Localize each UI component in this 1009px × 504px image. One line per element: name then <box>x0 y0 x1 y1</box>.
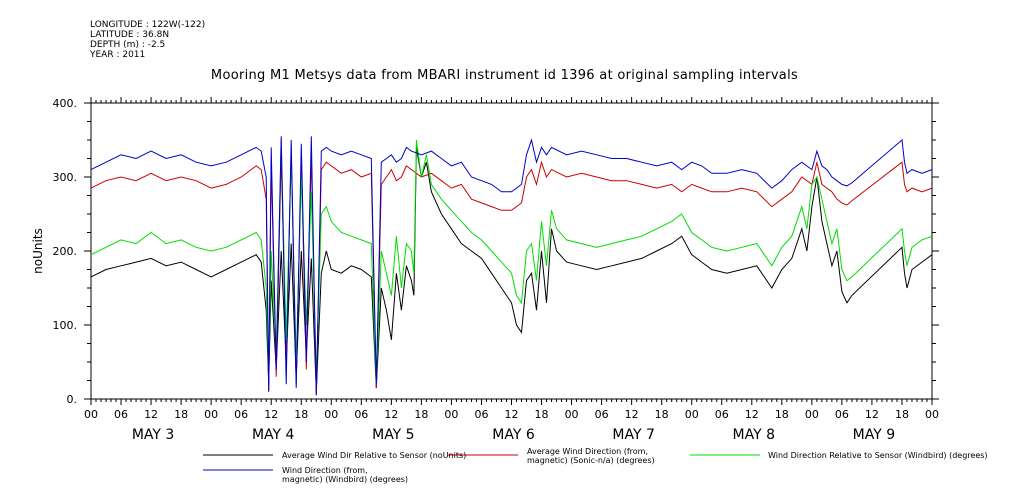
legend-text-series-3: Wind Direction Relative to Sensor (Windb… <box>768 451 988 460</box>
x-tick-label: 06 <box>234 408 248 421</box>
legend-text-series-2-line-2: magnetic) (Sonic-n/a) (degrees) <box>527 456 655 465</box>
legend-text-series-4-line-1: Wind Direction (from, <box>282 466 368 475</box>
x-tick-label: 12 <box>264 408 278 421</box>
legend-label-series-2: Average Wind Direction (from, magnetic) … <box>527 447 655 465</box>
day-label: MAY 6 <box>492 427 535 443</box>
series-line-1 <box>90 147 933 392</box>
series-line-3 <box>90 139 933 385</box>
x-tick-label: 12 <box>865 408 879 421</box>
legend-text-series-1: Average Wind Dir Relative to Sensor (noU… <box>282 451 467 460</box>
x-tick-label: 06 <box>835 408 849 421</box>
x-tick-label: 18 <box>414 408 428 421</box>
x-tick-label: 00 <box>444 408 458 421</box>
y-tick-label: 400. <box>53 97 78 110</box>
day-label: MAY 3 <box>132 427 174 443</box>
y-tick-label: 200. <box>53 245 78 258</box>
y-axis-label: noUnits <box>31 228 45 274</box>
x-tick-label: 06 <box>354 408 368 421</box>
legend-label-series-3: Wind Direction Relative to Sensor (Windb… <box>768 451 988 460</box>
x-tick-label: 18 <box>174 408 188 421</box>
longitude-label: LONGITUDE : 122W(-122) <box>90 20 206 30</box>
x-tick-label: 18 <box>775 408 789 421</box>
day-label: MAY 9 <box>853 427 895 443</box>
x-tick-label: 12 <box>625 408 639 421</box>
x-tick-label: 06 <box>114 408 128 421</box>
x-tick-label: 12 <box>144 408 158 421</box>
x-tick-label: 00 <box>925 408 939 421</box>
y-tick-label: 300. <box>53 171 78 184</box>
x-tick-label: 00 <box>805 408 819 421</box>
chart-title: Mooring M1 Metsys data from MBARI instru… <box>210 68 799 83</box>
series-line-4 <box>90 136 933 396</box>
x-tick-label: 00 <box>324 408 338 421</box>
x-tick-label: 12 <box>384 408 398 421</box>
day-label: MAY 4 <box>252 427 295 443</box>
legend-label-series-1: Average Wind Dir Relative to Sensor (noU… <box>282 451 466 460</box>
x-tick-label: 18 <box>655 408 669 421</box>
x-tick-label: 00 <box>685 408 699 421</box>
x-tick-label: 12 <box>505 408 519 421</box>
year-label: YEAR : 2011 <box>90 50 146 60</box>
legend-text-series-4-line-2: magnetic) (Windbird) (degrees) <box>282 475 409 484</box>
x-tick-label: 06 <box>474 408 488 421</box>
x-tick-label: 00 <box>204 408 218 421</box>
legend-label-series-4: Wind Direction (from, magnetic) (Windbir… <box>282 466 408 484</box>
day-label: MAY 8 <box>733 427 775 443</box>
x-tick-label: 18 <box>294 408 308 421</box>
x-tick-label: 18 <box>535 408 549 421</box>
x-tick-label: 00 <box>565 408 579 421</box>
plot-frame <box>90 102 933 400</box>
depth-label: DEPTH (m) : -2.5 <box>90 40 166 50</box>
day-label: MAY 7 <box>612 427 654 443</box>
latitude-label: LATITUDE : 36.8N <box>90 30 170 40</box>
x-tick-label: 12 <box>745 408 759 421</box>
x-tick-label: 00 <box>84 408 98 421</box>
metadata-block: LONGITUDE : 122W(-122) LATITUDE : 36.8N … <box>90 20 205 60</box>
x-tick-label: 18 <box>895 408 909 421</box>
day-label: MAY 5 <box>372 427 414 443</box>
y-tick-label: 0. <box>67 393 78 406</box>
legend-text-series-2-line-1: Average Wind Direction (from, <box>527 447 649 456</box>
x-tick-label: 06 <box>715 408 729 421</box>
x-tick-label: 06 <box>595 408 609 421</box>
y-tick-label: 100. <box>53 319 78 332</box>
